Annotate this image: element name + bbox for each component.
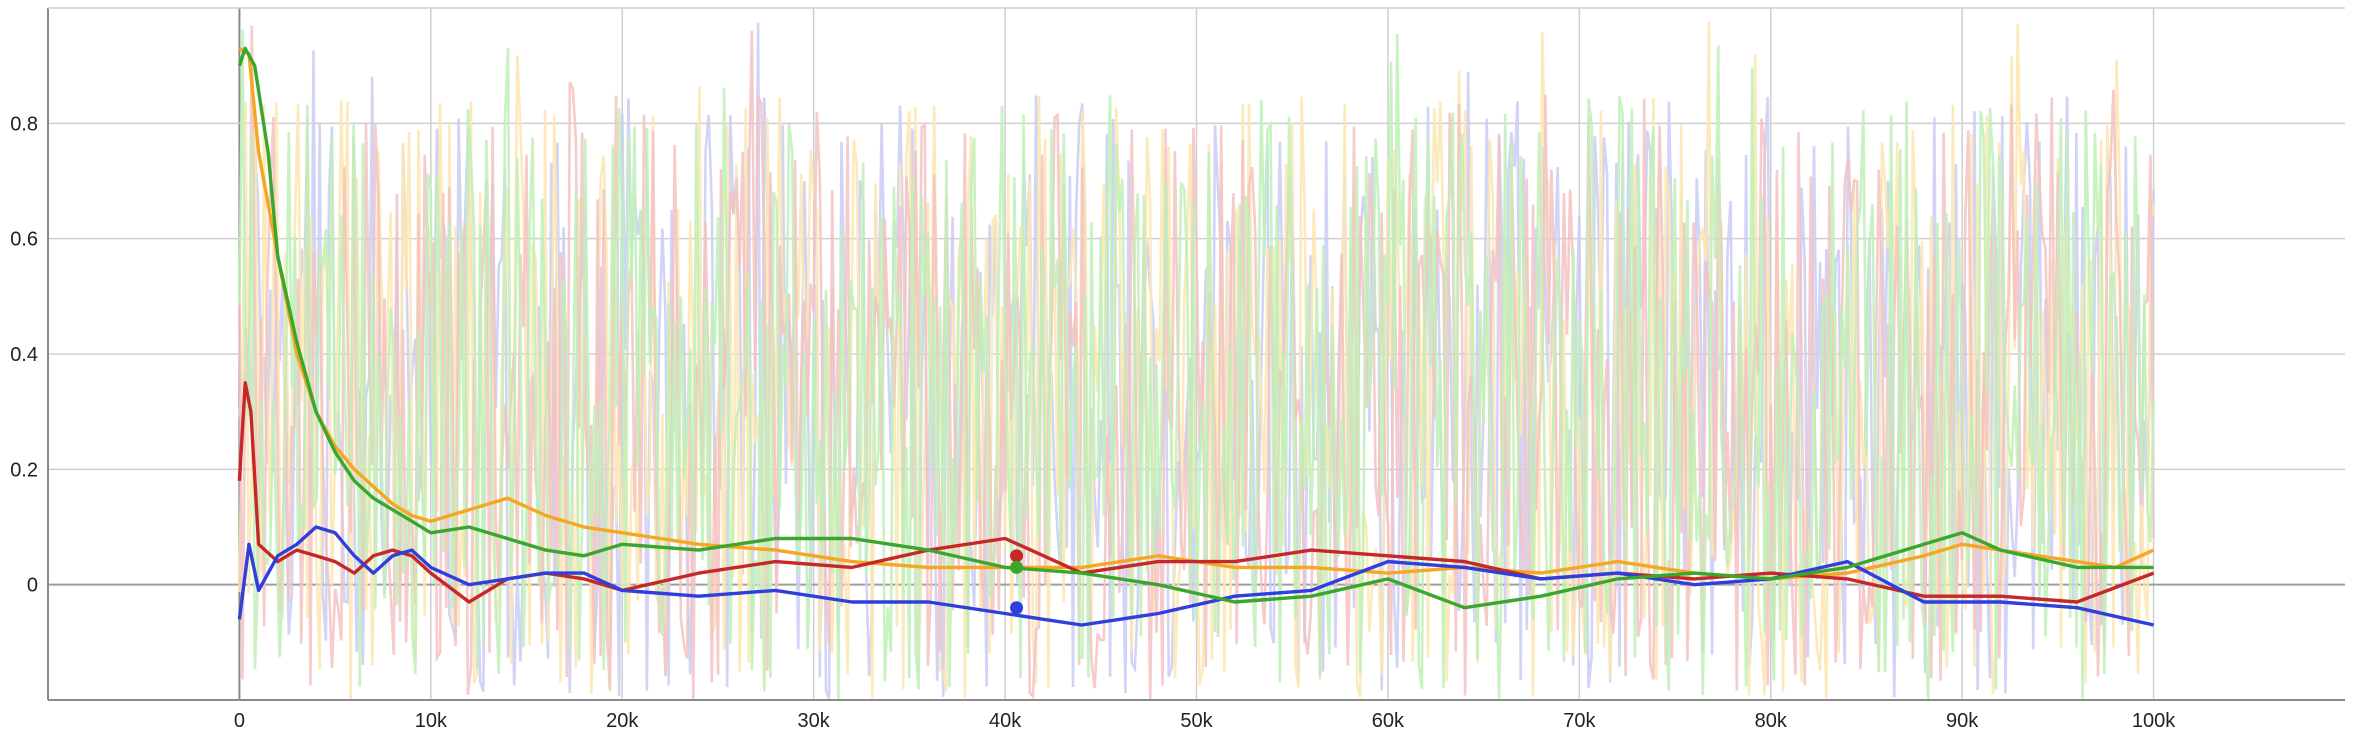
series-line-3: [237, 46, 2154, 610]
x-tick-label: 90k: [1946, 710, 1979, 730]
tick-labels: 0 10k 20k 30k 40k 50k 60k 70k 80k 90k 100k 0 0.2 0.4 0…: [10, 113, 2176, 730]
x-tick-label: 70k: [1563, 710, 1596, 730]
series-line-2: [237, 525, 2154, 627]
x-tick-label: 40k: [989, 710, 1022, 730]
x-tick-label: 0: [234, 710, 245, 730]
x-tick-label: 100k: [2132, 710, 2176, 730]
x-tick-label: 30k: [798, 710, 831, 730]
series-line-1: [237, 381, 2155, 604]
y-tick-label: 0.4: [10, 344, 38, 366]
series-line-0: [238, 46, 2155, 581]
y-tick-label: 0.8: [10, 113, 38, 135]
y-tick-label: 0.2: [10, 459, 38, 481]
axes: [47, 7, 2345, 701]
x-tick-label: 10k: [415, 710, 448, 730]
hover-marker-2[interactable]: [1010, 601, 1024, 615]
hover-markers: [1010, 549, 1024, 615]
hover-marker-0[interactable]: [1010, 549, 1024, 563]
x-tick-label: 50k: [1180, 710, 1213, 730]
raw-series-line-3: [238, 29, 2155, 700]
x-tick-label: 20k: [606, 710, 639, 730]
x-tick-label: 60k: [1372, 710, 1405, 730]
hover-marker-1[interactable]: [1010, 560, 1024, 574]
y-tick-label: 0: [27, 575, 38, 597]
x-tick-label: 80k: [1755, 710, 1788, 730]
y-tick-label: 0.6: [10, 229, 38, 251]
smoothed-data-layer: [237, 46, 2155, 627]
